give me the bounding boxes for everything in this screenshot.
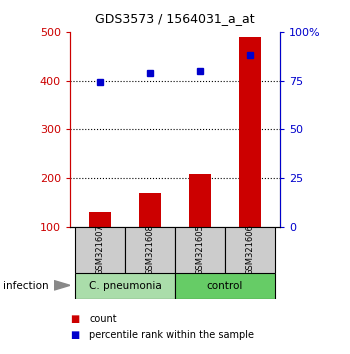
Text: control: control [207, 281, 243, 291]
Text: percentile rank within the sample: percentile rank within the sample [89, 330, 254, 339]
Text: C. pneumonia: C. pneumonia [89, 281, 161, 291]
Text: ■: ■ [70, 314, 79, 324]
Text: GSM321605: GSM321605 [196, 224, 204, 275]
Text: GSM321606: GSM321606 [245, 224, 254, 275]
Text: ■: ■ [70, 330, 79, 339]
Bar [139, 193, 161, 227]
Polygon shape [54, 281, 70, 290]
Bar [239, 37, 261, 227]
Bar [225, 227, 275, 273]
Bar [175, 273, 275, 299]
Bar [75, 273, 175, 299]
Bar [125, 227, 175, 273]
Bar [175, 227, 225, 273]
Text: count: count [89, 314, 117, 324]
Text: GDS3573 / 1564031_a_at: GDS3573 / 1564031_a_at [95, 12, 255, 25]
Text: GSM321608: GSM321608 [146, 224, 154, 275]
Bar [89, 212, 111, 227]
Text: infection: infection [4, 281, 49, 291]
Text: GSM321607: GSM321607 [96, 224, 105, 275]
Bar [75, 227, 125, 273]
Bar [189, 174, 211, 227]
